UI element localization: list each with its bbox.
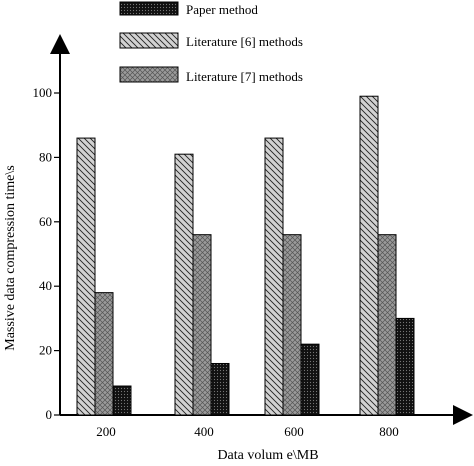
legend-label-paper-method: Paper method: [186, 2, 258, 17]
bar-paper-method-200: [112, 385, 132, 416]
bar-literature-6-methods-600: [264, 137, 284, 416]
x-tick-label: 200: [96, 424, 116, 439]
bar-paper-method-800: [395, 317, 415, 416]
bar-literature-7-methods-400: [192, 234, 212, 416]
x-axis-title: Data volum e\MB: [217, 448, 318, 463]
y-tick-label: 60: [39, 214, 52, 229]
bar-literature-6-methods-400: [174, 153, 194, 416]
y-ticks: 0 20 40 60 80 100: [33, 85, 60, 422]
y-tick-label: 20: [39, 343, 52, 358]
bar-literature-7-methods-200: [94, 292, 114, 416]
legend-swatch-literature-6: [119, 32, 179, 49]
legend-label-literature-7: Literature [7] methods: [186, 69, 303, 84]
y-tick-label: 100: [33, 85, 53, 100]
y-tick-label: 40: [39, 278, 52, 293]
y-axis-title: Massive data compression time\s: [3, 165, 18, 350]
y-tick-label: 80: [39, 149, 52, 164]
bars: [76, 95, 415, 416]
bar-literature-6-methods-200: [76, 137, 96, 416]
y-tick-label: 0: [46, 407, 53, 422]
bar-literature-7-methods-600: [282, 234, 302, 416]
legend-swatch-paper-method: [119, 1, 179, 16]
bar-literature-7-methods-800: [377, 234, 397, 416]
bar-paper-method-400: [210, 362, 230, 416]
legend-swatch-literature-7: [119, 66, 179, 83]
x-tick-label: 800: [379, 424, 399, 439]
legend: Paper method Literature [6] methods Lite…: [119, 1, 303, 84]
bar-literature-6-methods-800: [359, 95, 379, 416]
x-tick-label: 400: [194, 424, 214, 439]
x-ticks: 200 400 600 800: [96, 424, 399, 439]
x-tick-label: 600: [284, 424, 304, 439]
bar-paper-method-600: [300, 343, 320, 416]
legend-label-literature-6: Literature [6] methods: [186, 34, 303, 49]
